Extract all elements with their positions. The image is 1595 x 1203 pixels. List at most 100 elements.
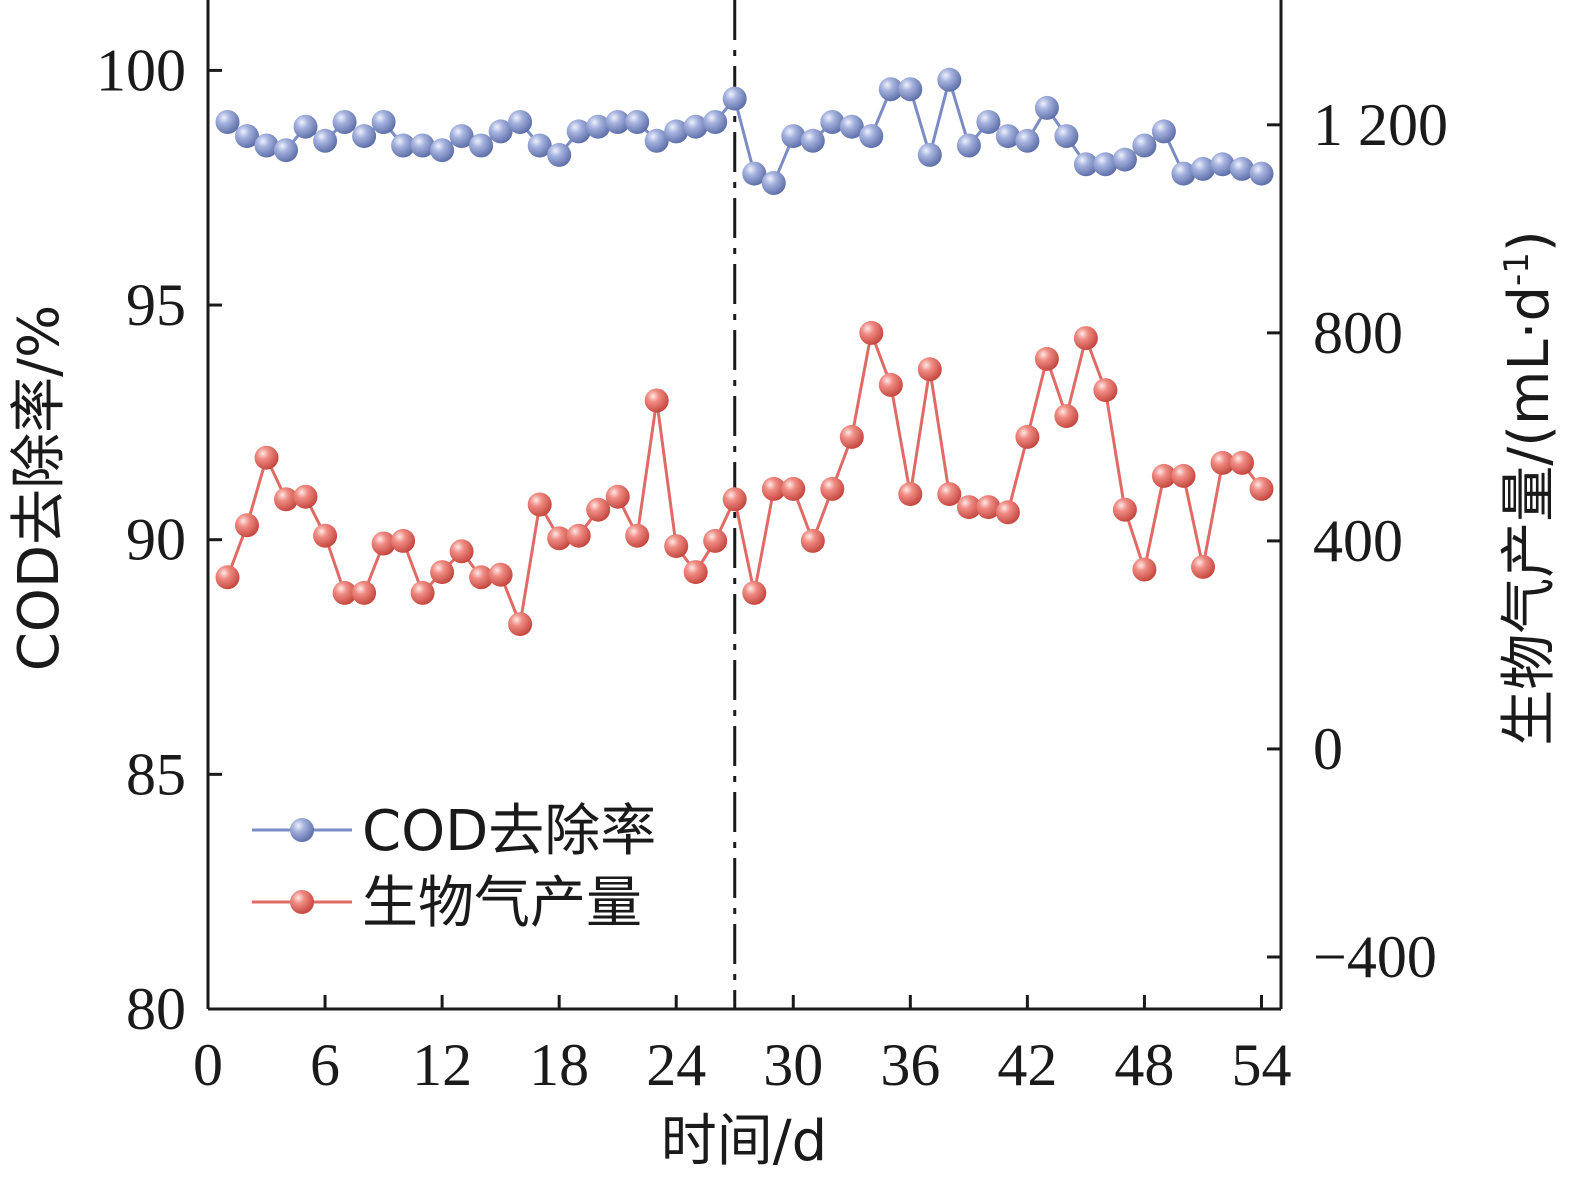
data-point-biogas: [508, 612, 533, 637]
data-point-biogas: [761, 476, 786, 501]
data-point-biogas: [469, 565, 494, 590]
right-axis-title-superscript: -1: [1497, 252, 1537, 286]
x-tick-label: 6: [310, 1032, 340, 1098]
data-point-biogas: [917, 357, 942, 382]
data-point-biogas: [371, 531, 396, 556]
data-point-cod: [1093, 152, 1118, 177]
data-point-biogas: [1073, 326, 1098, 351]
legend-marker-cod: [290, 818, 314, 842]
data-point-cod: [761, 171, 786, 195]
data-point-cod: [430, 138, 455, 163]
data-point-cod: [956, 133, 981, 158]
data-point-biogas: [332, 580, 357, 605]
data-point-cod: [917, 142, 942, 167]
data-point-biogas: [1151, 463, 1176, 488]
data-point-biogas: [1093, 378, 1118, 403]
data-point-biogas: [1171, 463, 1196, 488]
data-point-cod: [332, 110, 357, 134]
data-point-cod: [215, 110, 240, 134]
left-y-tick-label: 95: [126, 272, 186, 338]
data-point-cod: [1073, 152, 1098, 177]
left-axis-title: COD去除率/%: [7, 305, 72, 671]
data-point-biogas: [1034, 346, 1059, 371]
x-tick-label: 36: [880, 1032, 940, 1098]
x-tick-label: 42: [997, 1032, 1057, 1098]
data-point-cod: [547, 142, 572, 167]
data-point-biogas: [976, 495, 1001, 520]
right-y-tick-label: 0: [1313, 716, 1343, 782]
data-point-cod: [878, 77, 903, 102]
right-axis-title-main: 生物气产量/(mL·d: [1497, 286, 1562, 746]
data-point-cod: [625, 110, 650, 134]
data-point-cod: [508, 110, 533, 134]
data-point-cod: [371, 110, 396, 134]
data-point-cod: [293, 114, 318, 139]
data-point-cod: [469, 133, 494, 158]
data-point-cod: [605, 110, 630, 134]
x-tick-label: 18: [529, 1032, 589, 1098]
data-point-cod: [488, 119, 513, 144]
data-point-biogas: [449, 539, 474, 564]
data-point-biogas: [254, 445, 279, 470]
data-point-biogas: [703, 528, 728, 553]
data-point-biogas: [1112, 497, 1137, 522]
data-point-biogas: [956, 495, 981, 520]
data-point-cod: [742, 161, 767, 186]
right-axis-title: 生物气产量/(mL·d-1): [1497, 230, 1562, 746]
left-y-tick-label: 90: [126, 507, 186, 573]
left-y-tick-label: 80: [126, 976, 186, 1042]
right-y-tick-label: 1 200: [1313, 92, 1448, 158]
data-point-cod: [1034, 95, 1059, 120]
data-point-biogas: [1132, 557, 1157, 582]
data-point-biogas: [430, 560, 455, 585]
x-tick-label: 12: [412, 1032, 472, 1098]
data-point-cod: [586, 114, 611, 139]
data-point-cod: [1230, 156, 1254, 181]
data-point-cod: [1249, 161, 1274, 186]
data-point-cod: [410, 133, 435, 158]
data-point-biogas: [1191, 554, 1215, 579]
data-point-biogas: [1210, 450, 1235, 475]
data-point-biogas: [1230, 450, 1254, 475]
data-point-biogas: [235, 513, 259, 538]
left-y-tick-label: 85: [126, 741, 186, 807]
x-tick-label: 24: [646, 1032, 706, 1098]
data-point-biogas: [722, 487, 747, 512]
right-y-tick-label: 800: [1313, 300, 1403, 366]
data-point-biogas: [488, 562, 513, 587]
data-point-biogas: [391, 528, 416, 553]
data-point-biogas: [586, 497, 611, 522]
data-point-biogas: [566, 523, 591, 548]
data-point-cod: [352, 124, 377, 149]
data-point-biogas: [215, 565, 240, 590]
data-point-cod: [313, 128, 338, 153]
legend-marker-biogas: [290, 890, 314, 914]
data-point-biogas: [878, 372, 903, 397]
data-point-cod: [839, 114, 864, 139]
legend-item-cod: COD去除率: [252, 799, 656, 864]
data-point-biogas: [664, 534, 689, 559]
data-point-biogas: [742, 580, 767, 605]
axes: 0 6 12 18 24 30 36 42 48 54 80 85 90 95 100 −400 0 400 800…: [96, 0, 1448, 1098]
data-point-cod: [722, 86, 747, 111]
right-y-tick-label: −400: [1313, 924, 1437, 990]
data-point-biogas: [1054, 404, 1079, 429]
legend-label-biogas: 生物气产量: [362, 871, 642, 936]
data-point-cod: [781, 124, 806, 149]
data-point-cod: [449, 124, 474, 149]
x-tick-label: 30: [763, 1032, 823, 1098]
data-point-cod: [1210, 152, 1235, 177]
data-point-cod: [566, 119, 591, 144]
data-point-cod: [976, 110, 1001, 134]
data-point-cod: [274, 138, 298, 163]
x-tick-label: 54: [1231, 1032, 1291, 1098]
legend-label-cod: COD去除率: [362, 799, 656, 864]
data-point-biogas: [313, 523, 338, 548]
data-point-cod: [1191, 156, 1215, 181]
data-point-cod: [820, 110, 845, 134]
data-point-cod: [1151, 119, 1176, 144]
data-point-cod: [235, 124, 259, 149]
data-point-biogas: [898, 482, 923, 507]
data-point-cod: [937, 67, 962, 92]
data-point-cod: [254, 133, 279, 158]
